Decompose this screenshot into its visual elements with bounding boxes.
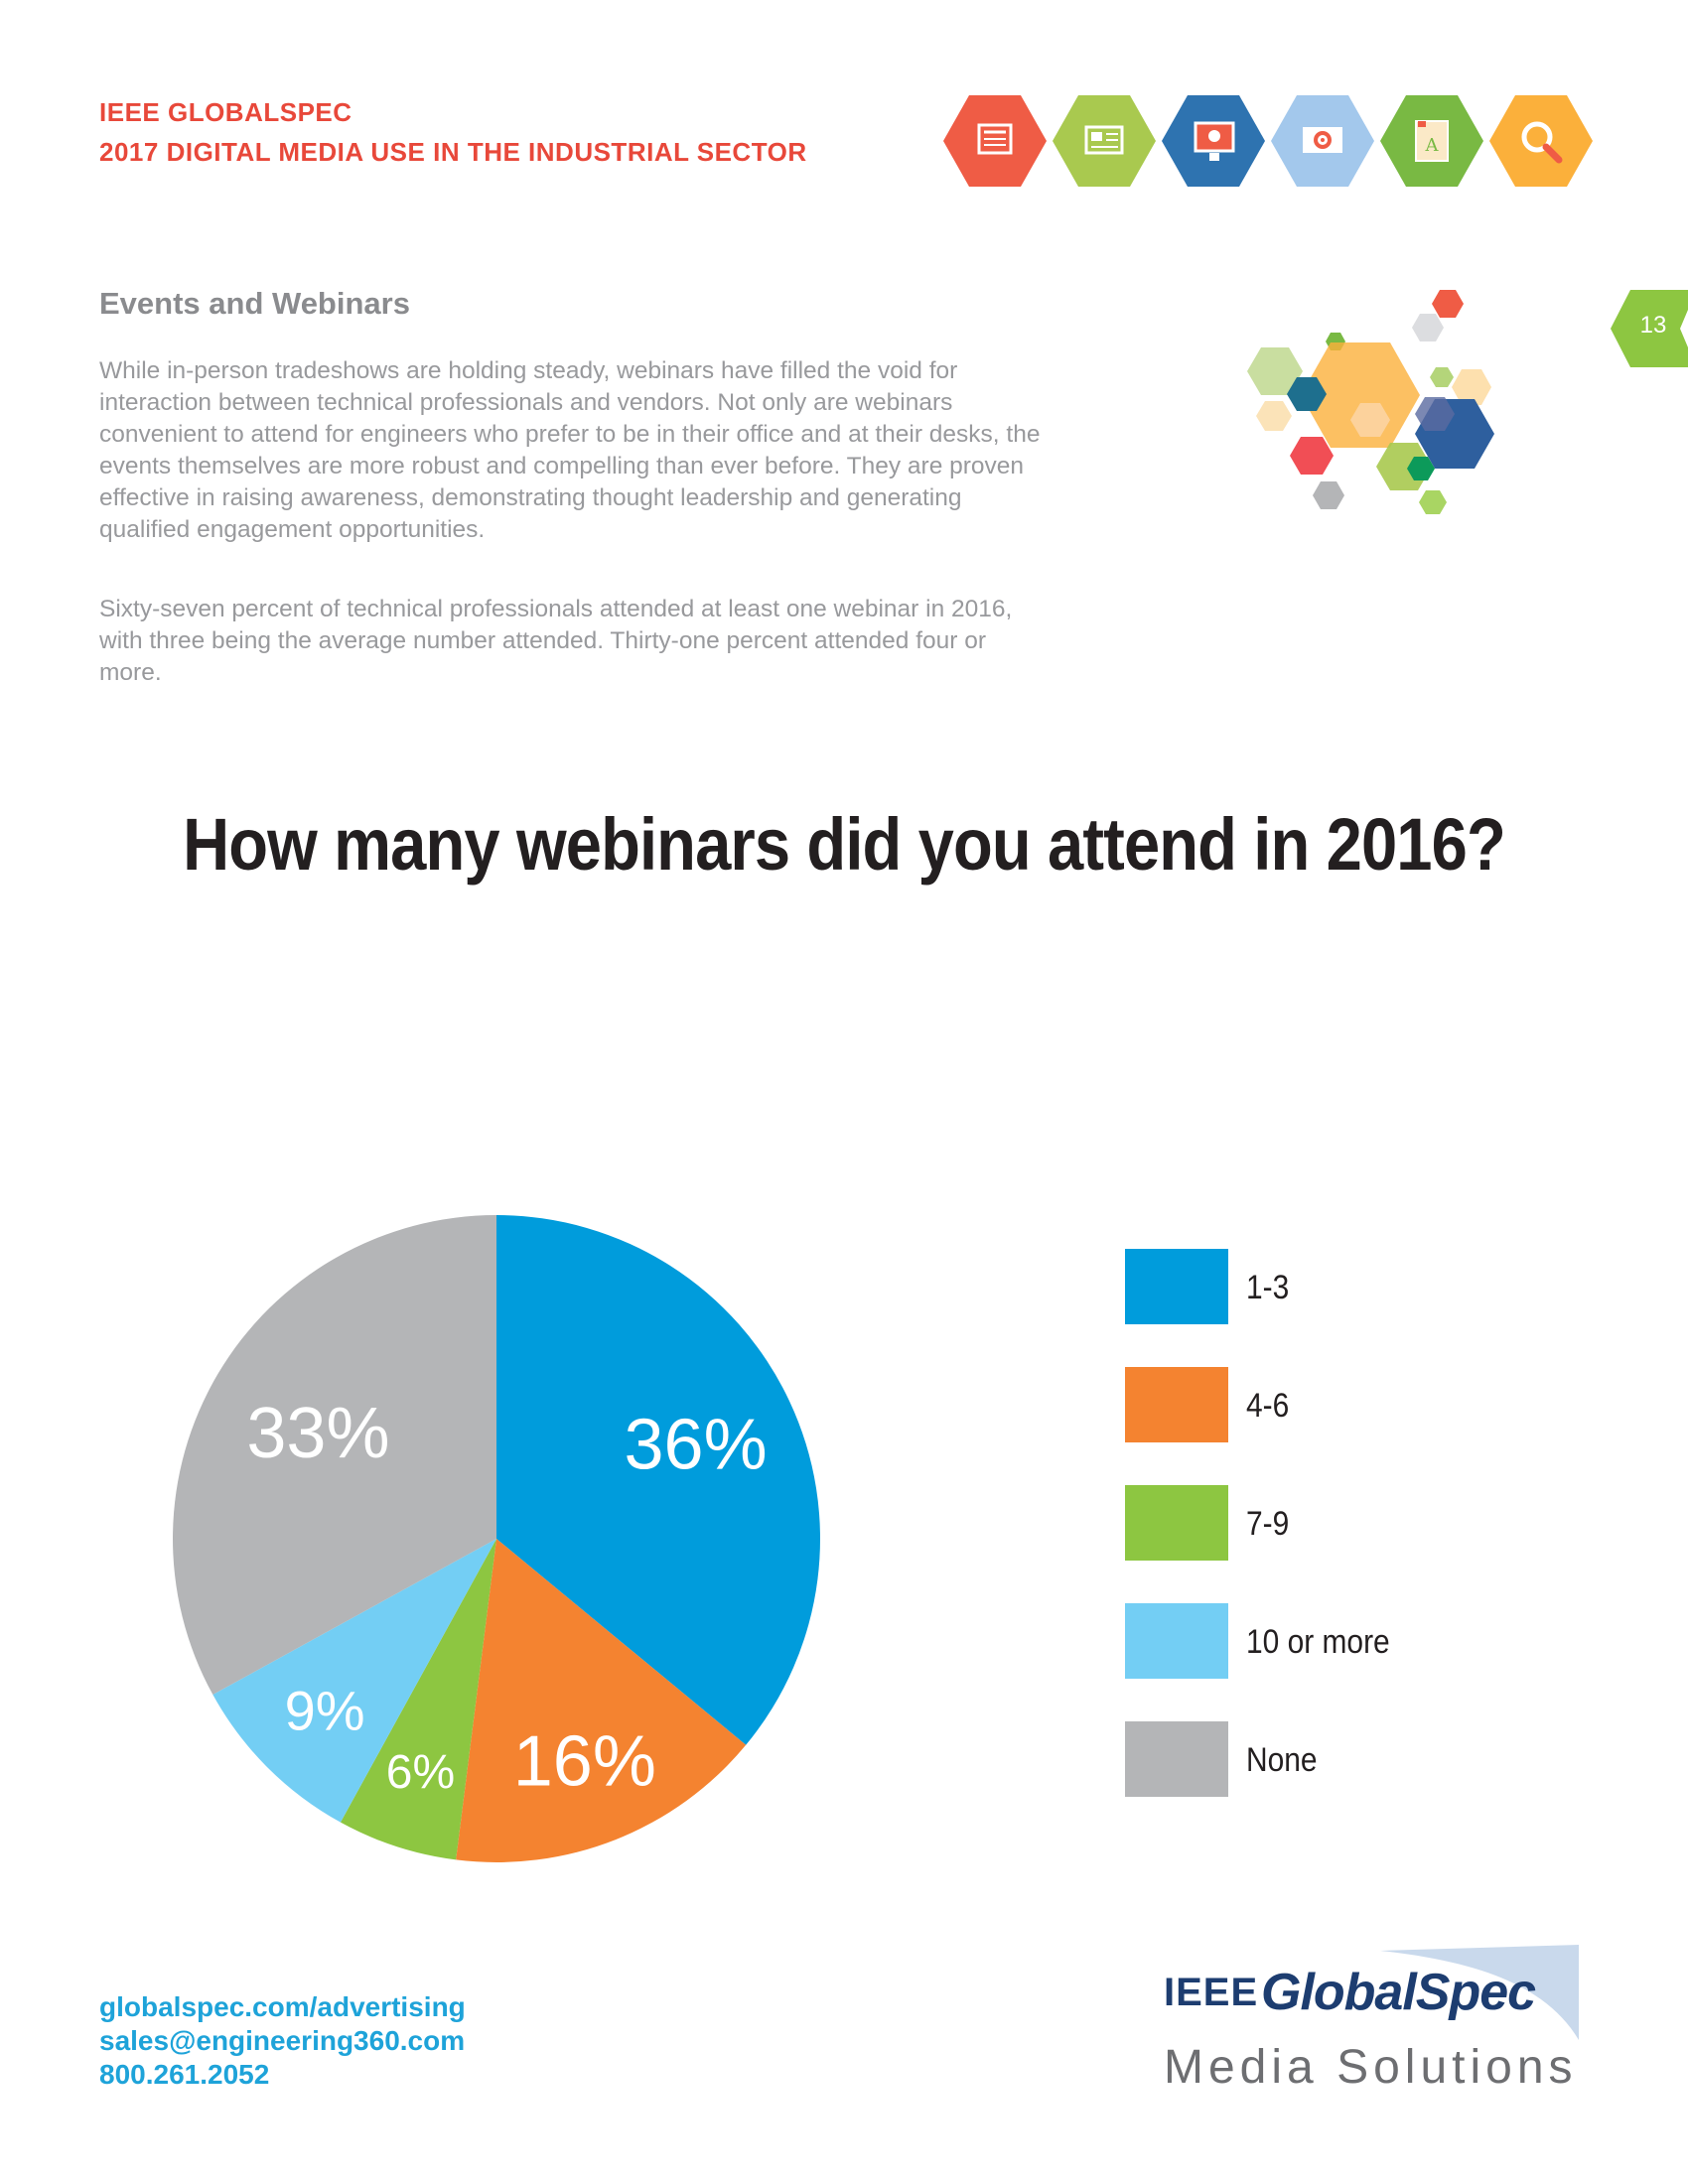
chart-title: How many webinars did you attend in 2016… bbox=[183, 803, 1506, 886]
email-target-icon bbox=[1271, 95, 1374, 187]
pie-data-label: 9% bbox=[285, 1679, 365, 1741]
body-paragraph-2: Sixty-seven percent of technical profess… bbox=[99, 596, 1013, 686]
section-title: Events and Webinars bbox=[99, 286, 410, 321]
legend-item: 7-9 bbox=[1125, 1485, 1621, 1561]
article-icon bbox=[1053, 95, 1156, 187]
report-title: 2017 DIGITAL MEDIA USE IN THE INDUSTRIAL… bbox=[99, 137, 807, 167]
video-monitor-icon bbox=[1162, 95, 1265, 187]
legend-item: 10 or more bbox=[1125, 1603, 1621, 1679]
legend-swatch bbox=[1125, 1367, 1228, 1442]
logo-globalspec-text: GlobalSpec bbox=[1261, 1964, 1536, 2021]
pie-data-label: 6% bbox=[386, 1746, 455, 1799]
pie-slice-10-or-more bbox=[212, 1539, 496, 1823]
search-icon bbox=[1489, 95, 1593, 187]
pie-data-label: 36% bbox=[625, 1406, 768, 1485]
brand-title: IEEE GLOBALSPEC bbox=[99, 97, 352, 127]
page-number: 13 bbox=[1639, 312, 1667, 339]
pie-slice-7-9 bbox=[340, 1539, 496, 1860]
legend-label: None bbox=[1246, 1741, 1318, 1779]
media-icons-row: A bbox=[943, 95, 1593, 187]
pie-data-label: 33% bbox=[246, 1394, 389, 1473]
newspaper-icon bbox=[943, 95, 1047, 187]
svg-text:A: A bbox=[1425, 135, 1440, 156]
ieee-globalspec-logo: IEEE GlobalSpec Media Solutions bbox=[1152, 1941, 1589, 2110]
page-tab-icon bbox=[1611, 290, 1688, 367]
legend-swatch bbox=[1125, 1721, 1228, 1797]
pie-slice-1-3 bbox=[496, 1215, 820, 1745]
legend-label: 7-9 bbox=[1246, 1505, 1290, 1543]
legend-label: 10 or more bbox=[1246, 1623, 1390, 1661]
legend-swatch bbox=[1125, 1485, 1228, 1561]
logo-ieee-text: IEEE bbox=[1164, 1971, 1259, 2014]
body-paragraph-1: While in-person tradeshows are holding s… bbox=[99, 357, 1041, 543]
logo-subtitle: Media Solutions bbox=[1164, 2041, 1578, 2094]
legend-swatch bbox=[1125, 1603, 1228, 1679]
legend-item: 1-3 bbox=[1125, 1249, 1621, 1324]
decorative-hexagon-cluster-icon bbox=[1247, 290, 1494, 514]
pie-slice-4-6 bbox=[456, 1539, 747, 1862]
pie-slice-none bbox=[173, 1215, 496, 1696]
legend-item: None bbox=[1125, 1721, 1621, 1797]
legend-swatch bbox=[1125, 1249, 1228, 1324]
email-link[interactable]: sales@engineering360.com bbox=[99, 2025, 466, 2056]
legend-item: 4-6 bbox=[1125, 1367, 1621, 1442]
legend-label: 1-3 bbox=[1246, 1269, 1290, 1306]
phone-number: 800.261.2052 bbox=[99, 2059, 270, 2090]
legend-label: 4-6 bbox=[1246, 1387, 1290, 1425]
pie-chart: 36% 16% 6% 9% 33% bbox=[173, 1215, 820, 1862]
logo-swoosh-icon bbox=[1380, 1945, 1579, 2040]
book-icon: A bbox=[1380, 95, 1483, 187]
pie-data-label: 16% bbox=[513, 1721, 656, 1801]
website-link[interactable]: globalspec.com/advertising bbox=[99, 1991, 466, 2022]
